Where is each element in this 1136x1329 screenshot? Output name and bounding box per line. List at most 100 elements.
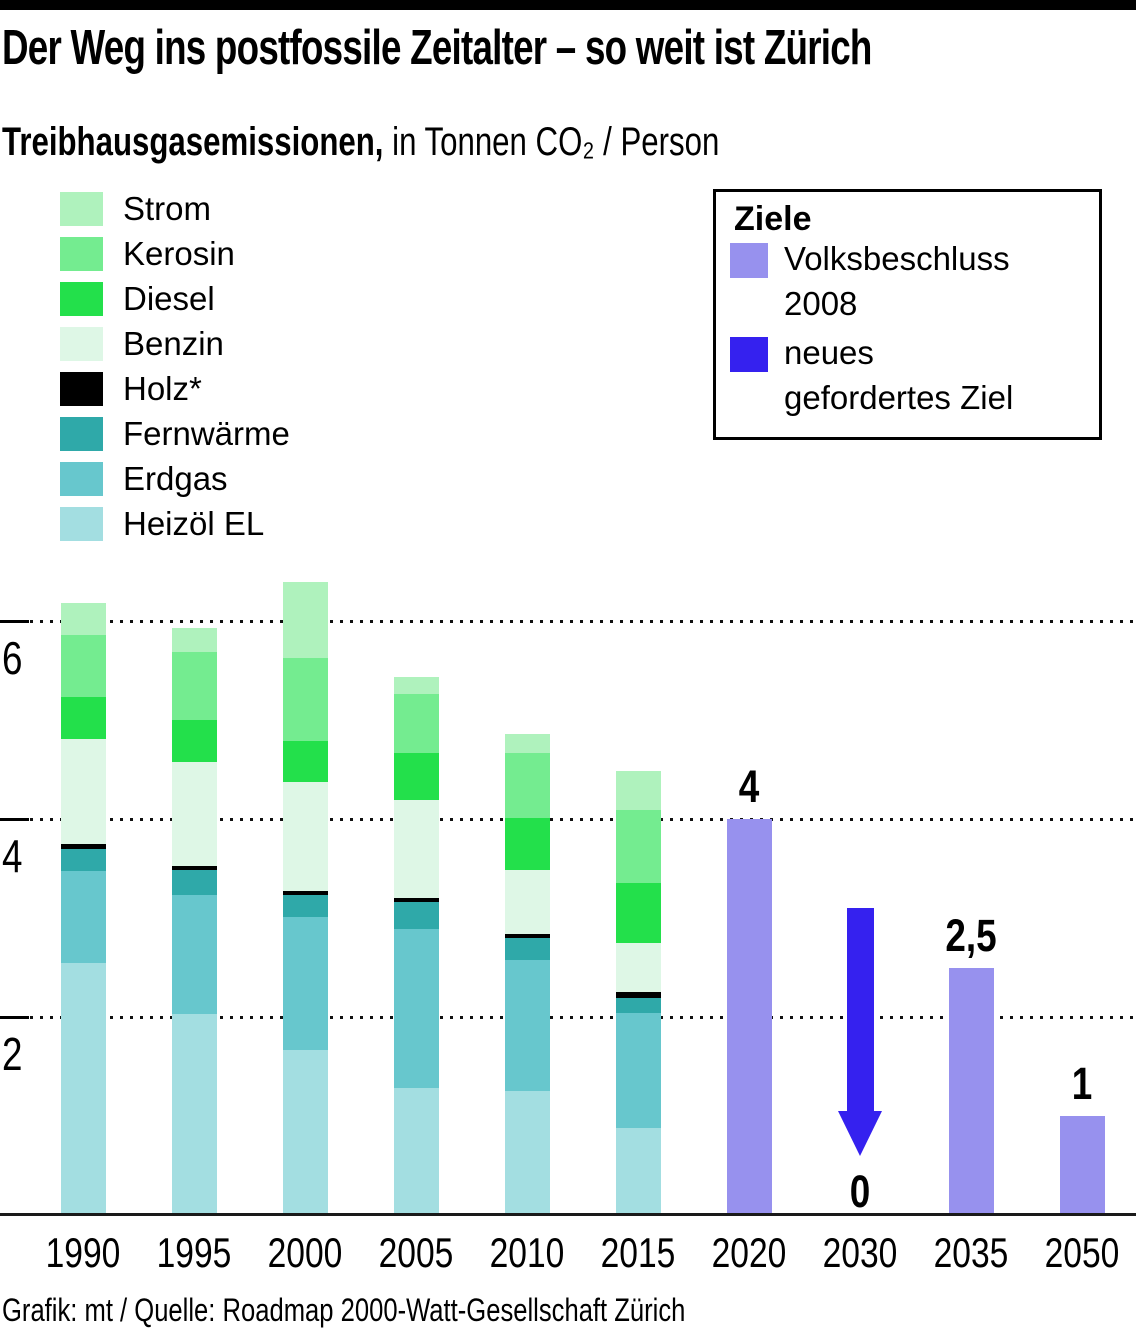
legend-item: Heizöl EL	[60, 507, 290, 541]
bar-segment-fernwrme-2005	[393, 902, 439, 929]
source-credit: Grafik: mt / Quelle: Roadmap 2000-Watt-G…	[2, 1292, 686, 1328]
bar-segment-heizlel-2005	[393, 1088, 439, 1215]
bar-segment-heizlel-1990	[60, 962, 106, 1215]
x-axis-label-2030: 2030	[822, 1229, 898, 1276]
legend-label: Holz*	[123, 370, 202, 407]
y-axis-tick	[0, 818, 29, 821]
goal-legend-label: Volksbeschluss 2008	[784, 236, 1010, 326]
y-axis-label: 4	[2, 830, 23, 882]
bar-segment-benzin-1995	[171, 761, 217, 866]
bar-segment-holz-2015	[615, 992, 661, 999]
bar-segment-kerosin-2005	[393, 694, 439, 753]
goal-legend-label-line: Volksbeschluss	[784, 240, 1010, 277]
page-title: Der Weg ins postfossile Zeitalter – so w…	[2, 21, 872, 75]
bar-segment-diesel-1990	[60, 697, 106, 739]
bar-segment-fernwrme-2015	[615, 998, 661, 1014]
bar-segment-holz-1990	[60, 843, 106, 849]
x-axis-label-2010: 2010	[489, 1229, 565, 1276]
bar-segment-erdgas-2005	[393, 928, 439, 1089]
bar-segment-benzin-2010	[504, 870, 550, 934]
bar-segment-diesel-2010	[504, 818, 550, 871]
legend-swatch	[60, 372, 103, 406]
bar-segment-fernwrme-1990	[60, 848, 106, 872]
bar-segment-kerosin-2010	[504, 752, 550, 818]
x-axis-label-2000: 2000	[267, 1229, 343, 1276]
y-axis-label: 6	[2, 632, 23, 684]
x-axis-label-2005: 2005	[378, 1229, 454, 1276]
bar-segment-strom-2010	[504, 733, 550, 753]
legend-item: Erdgas	[60, 462, 290, 496]
legend-item: Strom	[60, 192, 290, 226]
bar-segment-holz-1995	[171, 865, 217, 871]
bar-segment-erdgas-2015	[615, 1013, 661, 1128]
bar-segment-kerosin-1995	[171, 651, 217, 720]
goal-value-label-2035: 2,5	[945, 909, 997, 961]
bar-segment-kerosin-2000	[282, 657, 328, 741]
x-axis-label-2015: 2015	[600, 1229, 676, 1276]
goal-value-label-2030: 0	[849, 1165, 871, 1217]
goal-arrow-head	[837, 1110, 882, 1156]
bar-segment-erdgas-2010	[504, 959, 550, 1092]
bar-segment-erdgas-1995	[171, 895, 217, 1015]
bar-segment-holz-2010	[504, 933, 550, 938]
gridline	[0, 1016, 1136, 1019]
goal-legend-item: neues gefordertes Ziel	[730, 330, 1013, 420]
goal-legend-label-line: neues	[784, 334, 874, 371]
x-axis-label-2020: 2020	[711, 1229, 787, 1276]
legend-swatch	[60, 237, 103, 271]
y-axis-tick	[0, 620, 29, 623]
x-axis-label-2035: 2035	[933, 1229, 1009, 1276]
goal-legend-label: neues gefordertes Ziel	[784, 330, 1013, 420]
goal-arrow-shaft	[846, 908, 874, 1111]
legend-label: Strom	[123, 190, 212, 227]
bar-segment-heizlel-2010	[504, 1091, 550, 1215]
bar-segment-diesel-1995	[171, 720, 217, 762]
goals-legend-box: Ziele Volksbeschluss 2008 neues gefordertes…	[713, 189, 1102, 440]
legend-swatch	[60, 462, 103, 496]
legend-label: Fernwärme	[123, 415, 290, 452]
y-axis-label: 2	[2, 1028, 23, 1080]
gridline	[0, 620, 1136, 623]
goal-bar-2020	[726, 819, 772, 1215]
x-axis-line	[0, 1213, 1136, 1216]
goal-legend-label-line: gefordertes Ziel	[784, 379, 1014, 416]
legend-swatch	[60, 282, 103, 316]
bar-segment-benzin-1990	[60, 738, 106, 844]
bar-segment-holz-2000	[282, 891, 328, 896]
goal-legend-label-line: 2008	[784, 285, 858, 322]
goal-bar-2035	[948, 967, 994, 1215]
legend-label: Benzin	[123, 325, 224, 362]
bar-segment-benzin-2015	[615, 942, 661, 993]
goal-legend-swatch	[730, 243, 768, 278]
bar-segment-diesel-2000	[282, 740, 328, 783]
legend-label: Heizöl EL	[123, 505, 265, 542]
gridline	[0, 818, 1136, 821]
bar-segment-kerosin-1990	[60, 634, 106, 698]
bar-segment-strom-2000	[282, 582, 328, 658]
x-axis-label-1990: 1990	[45, 1229, 121, 1276]
bar-segment-erdgas-2000	[282, 917, 328, 1050]
bar-segment-heizlel-2015	[615, 1127, 661, 1215]
goal-value-label-2050: 1	[1071, 1058, 1093, 1109]
bar-segment-heizlel-1995	[171, 1014, 217, 1215]
subtitle-bold: Treibhausgasemissionen,	[2, 120, 384, 164]
bar-segment-strom-2005	[393, 677, 439, 695]
bar-segment-benzin-2000	[282, 782, 328, 892]
bar-segment-kerosin-2015	[615, 810, 661, 884]
legend-item: Benzin	[60, 327, 290, 361]
legend-item: Diesel	[60, 282, 290, 316]
legend-swatch	[60, 192, 103, 226]
bar-segment-heizlel-2000	[282, 1049, 328, 1215]
subtitle-units: in Tonnen CO₂ / Person	[383, 120, 720, 164]
x-axis-label-1995: 1995	[156, 1229, 232, 1276]
legend-swatch	[60, 327, 103, 361]
goal-legend-swatch	[730, 337, 768, 372]
goal-bar-2050	[1059, 1116, 1105, 1215]
bar-segment-holz-2005	[393, 898, 439, 903]
legend-item: Kerosin	[60, 237, 290, 271]
legend-item: Holz*	[60, 372, 290, 406]
goals-legend-title: Ziele	[734, 200, 812, 238]
goal-value-label-2020: 4	[738, 761, 760, 812]
